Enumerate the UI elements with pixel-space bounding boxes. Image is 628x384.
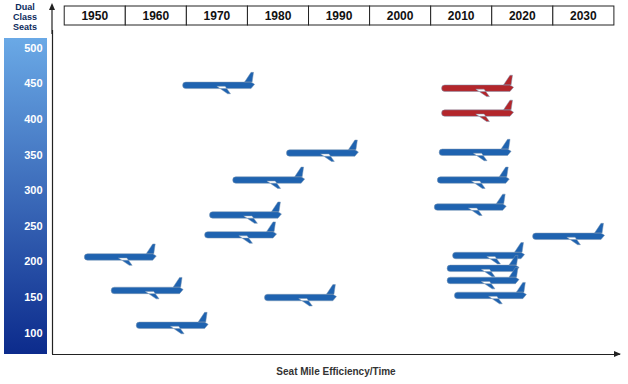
svg-text:250: 250 (24, 220, 42, 232)
svg-text:150: 150 (24, 291, 42, 303)
svg-text:2010: 2010 (448, 9, 475, 23)
svg-text:DualClassSeats: DualClassSeats (13, 2, 37, 32)
svg-text:2030: 2030 (570, 9, 597, 23)
svg-text:100: 100 (24, 327, 42, 339)
svg-text:2020: 2020 (509, 9, 536, 23)
svg-text:1980: 1980 (265, 9, 292, 23)
svg-text:2000: 2000 (387, 9, 414, 23)
svg-text:500: 500 (24, 42, 42, 54)
svg-text:1990: 1990 (326, 9, 353, 23)
svg-text:400: 400 (24, 113, 42, 125)
svg-text:300: 300 (24, 184, 42, 196)
svg-text:200: 200 (24, 255, 42, 267)
svg-text:Seat Mile Efficiency/Time: Seat Mile Efficiency/Time (276, 366, 396, 377)
svg-text:1960: 1960 (142, 9, 169, 23)
svg-text:1950: 1950 (81, 9, 108, 23)
svg-text:450: 450 (24, 77, 42, 89)
svg-text:350: 350 (24, 149, 42, 161)
svg-text:1970: 1970 (204, 9, 231, 23)
